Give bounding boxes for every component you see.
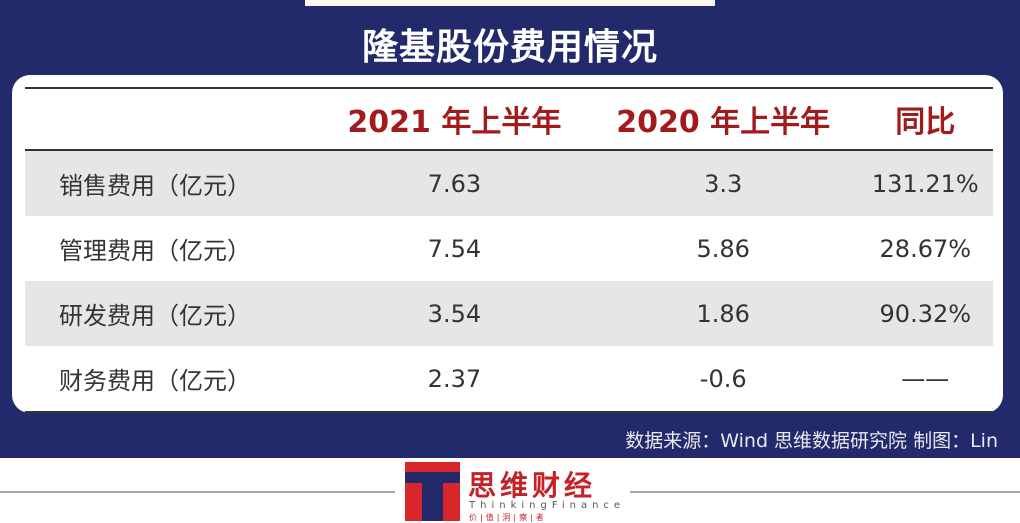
header-panel: 隆基股份费用情况 2021 年上半年 2020 年上半年 同比 销售费用（亿元）… (0, 0, 1020, 458)
column-header: 2021 年上半年 (320, 87, 589, 151)
row-label: 研发费用（亿元） (25, 281, 320, 346)
divider-right (630, 491, 1020, 493)
table-row: 销售费用（亿元） 7.63 3.3 131.21% (25, 150, 993, 216)
table-row: 研发费用（亿元） 3.54 1.86 90.32% (25, 281, 993, 346)
cell: 5.86 (696, 234, 750, 263)
expense-table: 2021 年上半年 2020 年上半年 同比 销售费用（亿元） 7.63 3.3… (25, 87, 993, 413)
column-header: 2020 年上半年 (588, 87, 858, 151)
divider-left (0, 491, 395, 493)
row-label: 管理费用（亿元） (59, 237, 251, 265)
cell: 2.37 (320, 346, 589, 413)
cell: —— (857, 346, 993, 413)
top-tab (305, 0, 715, 6)
table-row: 财务费用（亿元） 2.37 -0.6 —— (25, 346, 993, 413)
cell: 131.21% (857, 150, 993, 216)
column-header (25, 87, 320, 151)
logo-t-icon (405, 462, 460, 521)
cell: 7.54 (427, 234, 482, 263)
cell: 90.32% (857, 281, 993, 346)
brand-slogan: 价|值|洞|察|者 (469, 513, 547, 522)
brand-logo: 思维财经 ThinkingFinance 价|值|洞|察|者 (405, 462, 620, 522)
page-title: 隆基股份费用情况 (361, 27, 658, 68)
table-card: 2021 年上半年 2020 年上半年 同比 销售费用（亿元） 7.63 3.3… (12, 75, 1003, 413)
brand-name: 思维财经 (468, 469, 597, 502)
cell: 3.54 (320, 281, 589, 346)
cell: 7.63 (320, 150, 589, 216)
table-header-row: 2021 年上半年 2020 年上半年 同比 (25, 87, 993, 151)
row-label: 财务费用（亿元） (25, 346, 320, 413)
column-header: 同比 (857, 87, 993, 151)
row-label: 销售费用（亿元） (25, 150, 320, 216)
cell: 3.3 (588, 150, 858, 216)
cell: 28.67% (879, 234, 972, 263)
cell: -0.6 (588, 346, 858, 413)
cell: 1.86 (588, 281, 858, 346)
table-row: 管理费用（亿元） 7.54 5.86 28.67% (25, 216, 993, 281)
source-note: 数据来源：Wind 思维数据研究院 制图：Lin (625, 430, 998, 452)
brand-english: ThinkingFinance (469, 500, 626, 511)
